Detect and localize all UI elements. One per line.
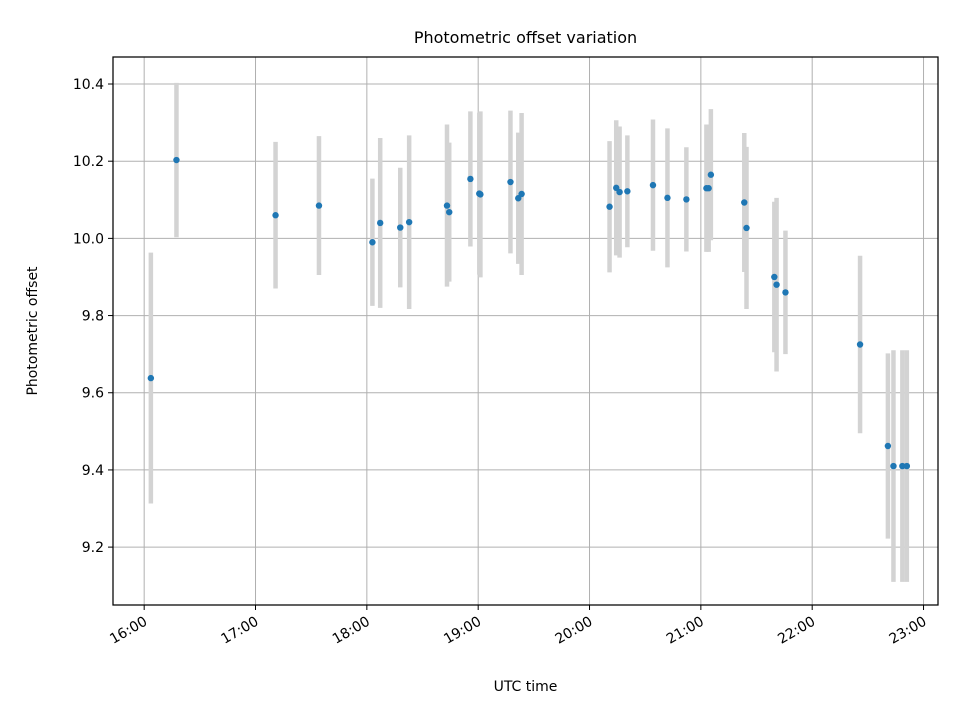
data-point bbox=[683, 196, 690, 203]
y-tick-label: 9.2 bbox=[82, 540, 104, 556]
data-point bbox=[773, 281, 780, 288]
data-point bbox=[507, 178, 514, 186]
y-tick-label: 10.4 bbox=[73, 77, 104, 93]
data-point bbox=[443, 202, 451, 209]
data-point bbox=[446, 208, 453, 216]
data-point bbox=[624, 188, 631, 195]
plot-area bbox=[113, 57, 938, 605]
data-point bbox=[477, 191, 484, 198]
y-tick-label: 9.8 bbox=[82, 309, 104, 325]
data-point bbox=[518, 190, 525, 198]
data-point bbox=[467, 175, 474, 183]
data-point bbox=[616, 188, 623, 196]
data-point bbox=[173, 156, 180, 164]
grid bbox=[113, 57, 938, 605]
chart-title: Photometric offset variation bbox=[414, 28, 637, 47]
data-point bbox=[377, 219, 384, 227]
data-point bbox=[397, 224, 404, 231]
data-point bbox=[405, 218, 413, 226]
data-point bbox=[884, 442, 892, 450]
plot-frame bbox=[112, 56, 939, 606]
data-point bbox=[707, 171, 715, 178]
data-point bbox=[369, 239, 376, 246]
data-point bbox=[664, 194, 671, 202]
data-point bbox=[899, 462, 906, 470]
data-point bbox=[272, 212, 279, 219]
data-point bbox=[705, 185, 712, 192]
data-point bbox=[771, 273, 778, 281]
data-point bbox=[147, 374, 155, 382]
data-points bbox=[147, 156, 911, 470]
x-axis-label: UTC time bbox=[494, 679, 558, 695]
data-point bbox=[741, 199, 748, 206]
y-tick-label: 9.4 bbox=[82, 463, 104, 479]
data-point bbox=[782, 289, 789, 296]
data-point bbox=[743, 224, 750, 232]
y-axis-label: Photometric offset bbox=[25, 266, 41, 396]
data-point bbox=[856, 341, 864, 348]
data-point bbox=[315, 202, 323, 209]
data-point bbox=[649, 181, 657, 189]
data-point bbox=[606, 203, 613, 210]
y-tick-label: 9.6 bbox=[82, 386, 104, 402]
y-tick-label: 10.0 bbox=[73, 231, 104, 247]
y-axis-ticks: 9.2 9.4 9.6 9.8 10.0 10.2 10.4 bbox=[73, 77, 113, 556]
data-point bbox=[890, 462, 897, 470]
data-point bbox=[903, 462, 911, 470]
y-tick-label: 10.2 bbox=[73, 154, 104, 170]
